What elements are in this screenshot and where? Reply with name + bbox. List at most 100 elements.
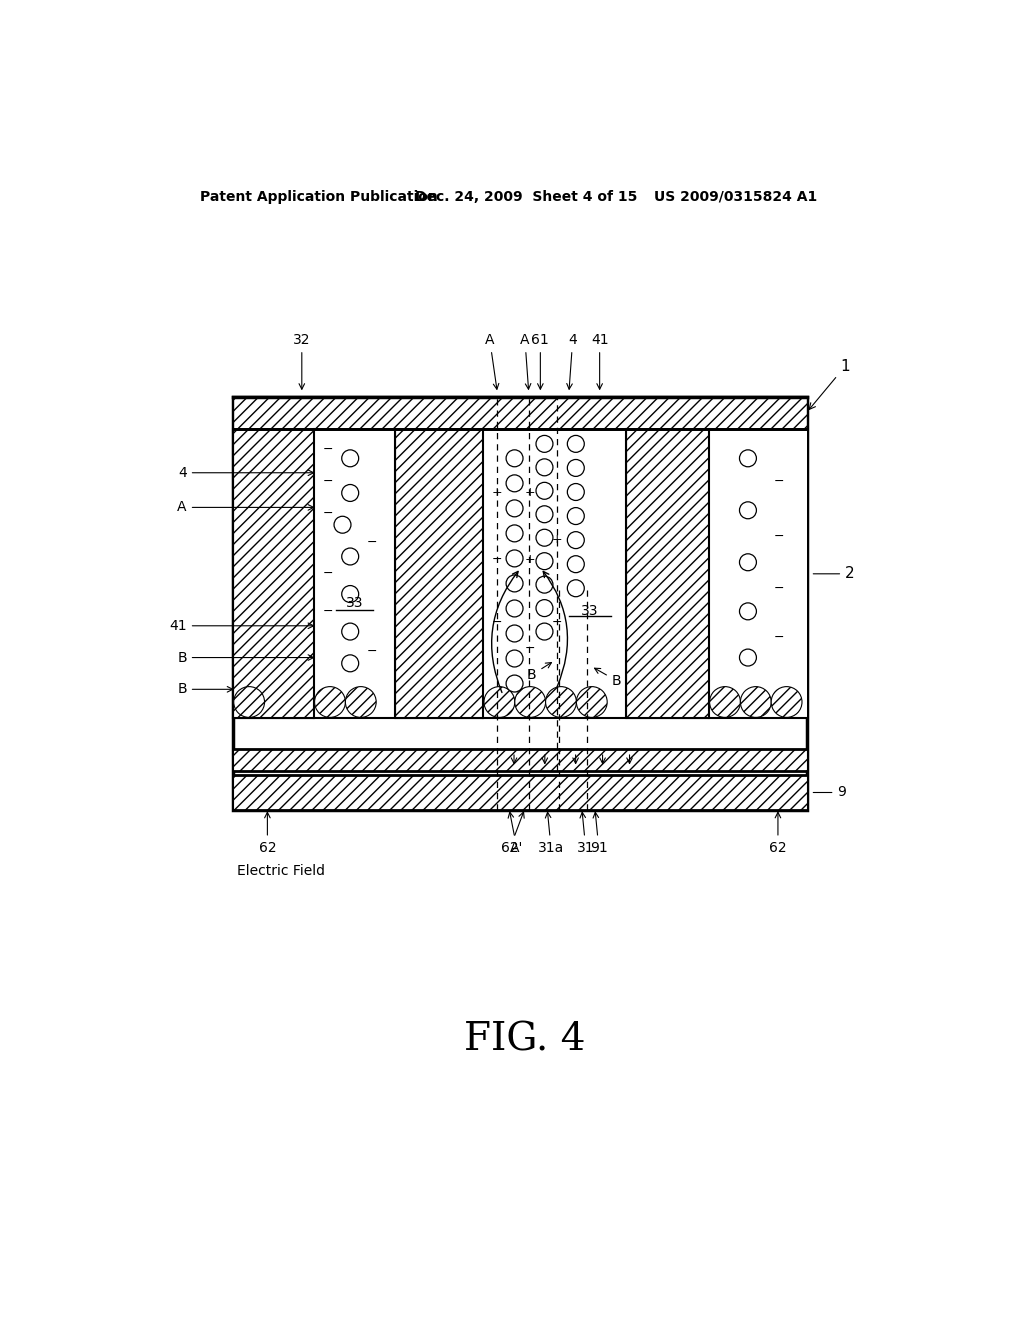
Text: −: −	[492, 616, 503, 630]
Circle shape	[567, 556, 585, 573]
Circle shape	[342, 655, 358, 672]
Text: B: B	[177, 682, 232, 697]
Text: −: −	[774, 582, 784, 595]
Circle shape	[567, 508, 585, 524]
Text: B: B	[527, 663, 552, 682]
Circle shape	[771, 686, 802, 718]
Text: FIG. 4: FIG. 4	[464, 1022, 586, 1059]
Bar	[313, 429, 394, 718]
Circle shape	[536, 623, 553, 640]
Circle shape	[536, 599, 553, 616]
Text: 33: 33	[582, 605, 599, 618]
Text: −: −	[323, 507, 333, 520]
Text: 62: 62	[769, 812, 786, 854]
Text: Patent Application Publication: Patent Application Publication	[200, 190, 437, 203]
Circle shape	[740, 686, 771, 718]
Circle shape	[233, 686, 264, 718]
Text: −: −	[525, 643, 536, 656]
Text: −: −	[492, 553, 503, 566]
Circle shape	[484, 686, 515, 718]
Text: 32: 32	[293, 333, 310, 389]
Circle shape	[567, 579, 585, 597]
Circle shape	[536, 529, 553, 546]
Text: −: −	[367, 645, 377, 659]
Circle shape	[506, 601, 523, 616]
Text: A: A	[177, 500, 313, 515]
Bar	[626, 429, 709, 718]
Circle shape	[342, 548, 358, 565]
Text: 2: 2	[813, 566, 855, 581]
Text: −: −	[774, 529, 784, 543]
Text: +: +	[492, 487, 503, 499]
Text: 1: 1	[809, 359, 850, 409]
Circle shape	[567, 483, 585, 500]
Text: 4: 4	[178, 466, 313, 479]
Text: 41: 41	[591, 333, 608, 389]
Text: 9: 9	[813, 785, 846, 800]
Text: +: +	[525, 487, 536, 499]
Text: Dec. 24, 2009  Sheet 4 of 15: Dec. 24, 2009 Sheet 4 of 15	[416, 190, 638, 203]
Circle shape	[536, 506, 553, 523]
Bar	[394, 429, 483, 718]
Circle shape	[506, 450, 523, 467]
Text: B: B	[177, 651, 313, 664]
Circle shape	[536, 459, 553, 475]
Text: 4: 4	[566, 333, 578, 389]
Circle shape	[536, 576, 553, 593]
Text: US 2009/0315824 A1: US 2009/0315824 A1	[654, 190, 817, 203]
Circle shape	[506, 475, 523, 492]
Text: A': A'	[508, 812, 523, 854]
Bar	[709, 429, 807, 718]
Text: −: −	[774, 631, 784, 644]
Text: 62: 62	[259, 812, 276, 854]
Circle shape	[506, 500, 523, 517]
Text: 33: 33	[345, 595, 362, 610]
Bar	[483, 429, 626, 718]
Circle shape	[739, 649, 757, 667]
Bar	[233, 397, 807, 429]
Text: 91: 91	[590, 812, 607, 854]
Circle shape	[506, 550, 523, 566]
Circle shape	[334, 516, 351, 533]
Circle shape	[345, 686, 376, 718]
Circle shape	[567, 459, 585, 477]
Text: 31: 31	[577, 812, 595, 854]
Text: −: −	[323, 444, 333, 457]
Bar	[233, 748, 807, 771]
Circle shape	[342, 450, 358, 467]
Circle shape	[567, 532, 585, 549]
Text: −: −	[323, 605, 333, 618]
Text: 31a: 31a	[538, 812, 564, 854]
Text: A: A	[520, 333, 530, 389]
Text: −: −	[552, 616, 562, 630]
Bar	[233, 397, 807, 810]
Circle shape	[567, 436, 585, 453]
Text: −: −	[774, 475, 784, 488]
Circle shape	[506, 576, 523, 591]
Circle shape	[506, 525, 523, 543]
Text: −: −	[367, 536, 377, 549]
Bar	[233, 429, 313, 718]
Circle shape	[506, 626, 523, 642]
Circle shape	[739, 554, 757, 570]
Circle shape	[739, 603, 757, 620]
Circle shape	[515, 686, 546, 718]
Circle shape	[506, 675, 523, 692]
Text: −: −	[323, 568, 333, 581]
Circle shape	[546, 686, 577, 718]
Circle shape	[342, 586, 358, 602]
Bar	[233, 775, 807, 810]
Circle shape	[342, 623, 358, 640]
Circle shape	[536, 436, 553, 453]
Circle shape	[536, 553, 553, 570]
Circle shape	[506, 649, 523, 667]
Text: 62: 62	[502, 812, 524, 854]
Text: A: A	[485, 333, 499, 389]
Text: Electric Field: Electric Field	[237, 863, 325, 878]
Circle shape	[342, 484, 358, 502]
Text: +: +	[552, 533, 562, 545]
Circle shape	[710, 686, 740, 718]
Circle shape	[577, 686, 607, 718]
Text: B: B	[595, 668, 622, 688]
Circle shape	[739, 502, 757, 519]
